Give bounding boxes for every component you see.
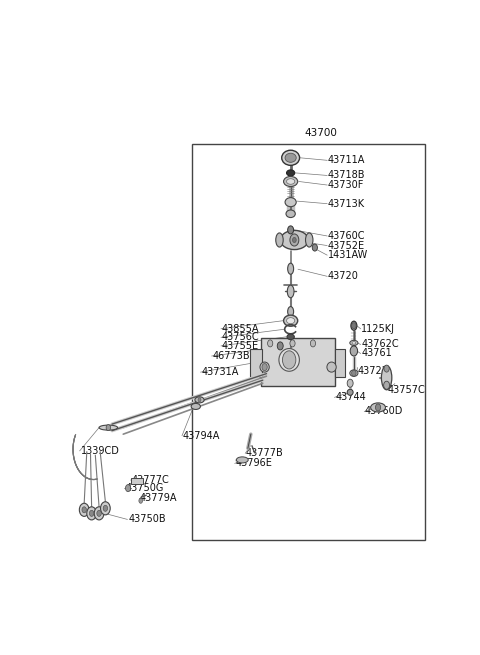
Circle shape (89, 510, 94, 516)
Circle shape (375, 404, 381, 411)
Text: 43777C: 43777C (132, 475, 169, 485)
Bar (192, 144, 424, 540)
Ellipse shape (99, 425, 118, 430)
Bar (132, 477, 144, 484)
Text: 43711A: 43711A (328, 155, 365, 165)
Ellipse shape (351, 321, 357, 330)
Bar (261, 339, 335, 386)
Ellipse shape (350, 341, 358, 345)
Text: 43718B: 43718B (328, 170, 365, 180)
Ellipse shape (327, 362, 336, 372)
Circle shape (87, 507, 96, 520)
Circle shape (262, 364, 267, 371)
Ellipse shape (288, 285, 294, 298)
Ellipse shape (236, 457, 248, 463)
Ellipse shape (288, 307, 294, 316)
Circle shape (79, 503, 89, 516)
Text: 43722: 43722 (358, 366, 389, 376)
Ellipse shape (280, 231, 308, 250)
Text: 43760D: 43760D (365, 407, 403, 417)
Ellipse shape (382, 365, 392, 390)
Text: 1431AW: 1431AW (328, 250, 368, 260)
Text: 43757C: 43757C (387, 384, 425, 395)
Text: 43777B: 43777B (246, 448, 284, 458)
Text: 43750B: 43750B (128, 514, 166, 525)
Ellipse shape (260, 362, 269, 372)
Circle shape (198, 398, 201, 402)
Ellipse shape (288, 263, 294, 274)
Ellipse shape (352, 342, 356, 344)
Circle shape (97, 510, 101, 516)
Text: 43779A: 43779A (140, 493, 178, 503)
Ellipse shape (287, 179, 295, 184)
Ellipse shape (287, 318, 295, 324)
Ellipse shape (285, 153, 296, 162)
Circle shape (103, 505, 108, 512)
Ellipse shape (286, 210, 295, 217)
Circle shape (106, 424, 110, 430)
Ellipse shape (284, 315, 298, 326)
Ellipse shape (305, 233, 313, 247)
Ellipse shape (371, 403, 385, 412)
Circle shape (350, 346, 358, 356)
Text: 43752E: 43752E (328, 240, 365, 251)
Circle shape (292, 238, 296, 242)
Text: 1125KJ: 1125KJ (361, 324, 396, 334)
Circle shape (82, 507, 86, 513)
Circle shape (384, 381, 390, 389)
Text: 43760C: 43760C (328, 231, 365, 241)
Text: 46773B: 46773B (213, 351, 250, 361)
Circle shape (384, 365, 389, 372)
Ellipse shape (284, 176, 298, 187)
Ellipse shape (287, 170, 295, 176)
Circle shape (139, 498, 143, 503)
Ellipse shape (276, 233, 283, 247)
Ellipse shape (279, 348, 300, 371)
Text: 43762C: 43762C (361, 339, 399, 349)
Bar (251, 349, 262, 377)
Ellipse shape (287, 334, 294, 339)
Ellipse shape (285, 198, 296, 207)
Circle shape (288, 226, 294, 234)
Text: 43761: 43761 (361, 348, 392, 358)
Bar (335, 349, 345, 377)
Text: 43750G: 43750G (125, 483, 164, 493)
Text: 43730F: 43730F (328, 180, 364, 190)
Text: 1339CD: 1339CD (81, 446, 120, 456)
Ellipse shape (195, 397, 204, 403)
Circle shape (282, 351, 296, 369)
Text: 43755E: 43755E (222, 341, 259, 351)
Circle shape (277, 342, 283, 350)
Text: 43794A: 43794A (183, 431, 220, 441)
Ellipse shape (282, 150, 300, 165)
Text: 43720: 43720 (328, 271, 359, 281)
Circle shape (94, 507, 104, 520)
Text: 43756C: 43756C (222, 332, 260, 343)
Circle shape (347, 379, 353, 387)
Circle shape (312, 244, 317, 251)
Text: 43855A: 43855A (222, 324, 259, 334)
Circle shape (352, 370, 356, 376)
Ellipse shape (350, 370, 358, 377)
Circle shape (311, 340, 315, 347)
Circle shape (352, 323, 356, 329)
Circle shape (125, 485, 131, 492)
Circle shape (290, 340, 295, 347)
Text: 43731A: 43731A (202, 367, 239, 377)
Text: 43796E: 43796E (236, 458, 273, 468)
Text: 43700: 43700 (304, 128, 337, 138)
Text: 43713K: 43713K (328, 198, 365, 209)
Ellipse shape (347, 389, 353, 396)
Ellipse shape (191, 403, 201, 409)
Circle shape (267, 340, 273, 347)
Circle shape (100, 502, 110, 515)
Text: 43744: 43744 (335, 392, 366, 402)
Circle shape (290, 234, 299, 246)
